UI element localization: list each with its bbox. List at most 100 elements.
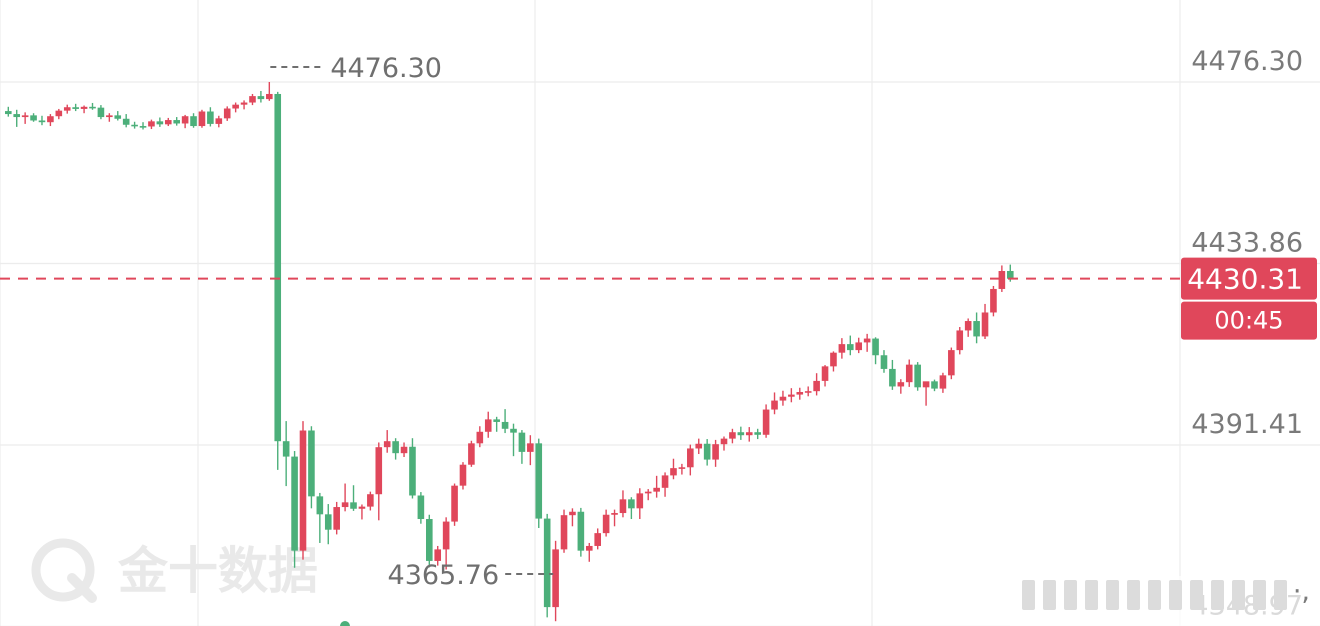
candle	[434, 545, 442, 566]
candle	[223, 106, 231, 121]
candle	[257, 90, 265, 103]
candle	[13, 109, 21, 127]
candle	[341, 483, 349, 512]
candle	[106, 113, 113, 122]
candle	[518, 430, 526, 464]
overlay-glyph: ·,	[1293, 576, 1310, 607]
candle	[299, 421, 307, 560]
candle	[905, 359, 913, 387]
candle	[889, 359, 896, 390]
candle	[232, 102, 239, 113]
candle	[948, 347, 955, 380]
candle	[939, 372, 947, 393]
candle	[535, 438, 543, 528]
countdown-badge: 00:45	[1181, 301, 1317, 340]
candle	[821, 365, 829, 387]
candle	[38, 115, 46, 126]
candle	[619, 490, 627, 518]
candle	[602, 509, 610, 537]
low-marker-label: 4365.76	[388, 560, 500, 591]
candle	[266, 82, 273, 101]
candle	[762, 404, 770, 438]
candle	[442, 517, 450, 570]
watermark-logo-icon	[31, 538, 97, 603]
high-marker-label: 4476.30	[330, 53, 442, 84]
candle	[181, 114, 189, 129]
candle	[914, 362, 921, 391]
candle	[981, 303, 989, 339]
candle	[114, 111, 122, 121]
candle	[847, 335, 854, 356]
candle	[21, 112, 29, 124]
candle	[282, 421, 290, 487]
candle	[729, 428, 736, 444]
candle	[804, 386, 812, 397]
marker-group: 4476.30 4365.76	[0, 53, 1180, 591]
candle	[89, 102, 96, 110]
candle	[712, 439, 719, 467]
candle	[661, 472, 669, 497]
candle	[493, 416, 500, 432]
candle	[855, 337, 863, 354]
candle	[560, 509, 568, 553]
candle	[417, 492, 425, 524]
candle	[695, 438, 703, 455]
countdown-label: 00:45	[1214, 307, 1283, 335]
candle	[813, 373, 820, 396]
candle	[375, 442, 383, 521]
candle	[897, 379, 905, 394]
candle	[964, 318, 972, 337]
candle	[215, 115, 223, 128]
candle	[173, 117, 180, 126]
candle	[745, 427, 753, 442]
candle	[720, 436, 728, 451]
candle	[577, 507, 585, 557]
candle	[771, 392, 778, 415]
candle	[796, 387, 804, 400]
candle	[308, 426, 315, 509]
candle	[687, 444, 694, 476]
candles-group	[5, 82, 1014, 622]
candle	[552, 540, 559, 622]
candle	[737, 426, 745, 440]
candle	[628, 497, 635, 520]
candle	[400, 442, 408, 458]
bottom-dot-icon	[340, 621, 350, 626]
candle	[644, 489, 652, 501]
candle	[324, 504, 332, 545]
candle	[922, 381, 930, 406]
candle	[484, 411, 492, 438]
candle	[80, 105, 88, 114]
candle	[139, 122, 147, 130]
candle	[55, 108, 63, 120]
candle	[409, 438, 416, 499]
candle	[838, 338, 846, 359]
candle	[240, 100, 248, 110]
candle	[97, 105, 105, 120]
candle	[880, 350, 888, 373]
candle	[476, 426, 484, 448]
candle	[350, 485, 357, 511]
candle	[585, 542, 593, 562]
candle	[122, 114, 130, 128]
current-price-label: 4430.31	[1187, 263, 1303, 296]
candle	[316, 492, 324, 543]
candle	[367, 491, 374, 511]
y-tick-label: 4433.86	[1191, 227, 1303, 258]
candle	[779, 390, 787, 406]
candle	[358, 504, 366, 520]
candle	[47, 114, 54, 127]
candle	[973, 312, 980, 344]
candle	[569, 508, 576, 527]
y-tick-label: 4476.30	[1191, 46, 1303, 77]
bottom-overlay: ·,	[340, 576, 1310, 626]
candle	[148, 119, 155, 130]
candle	[527, 435, 534, 466]
candle	[451, 483, 458, 526]
watermark-brand-text: 金十数据	[118, 542, 318, 600]
candle	[426, 514, 433, 568]
candle	[156, 117, 164, 127]
candle	[998, 265, 1006, 292]
